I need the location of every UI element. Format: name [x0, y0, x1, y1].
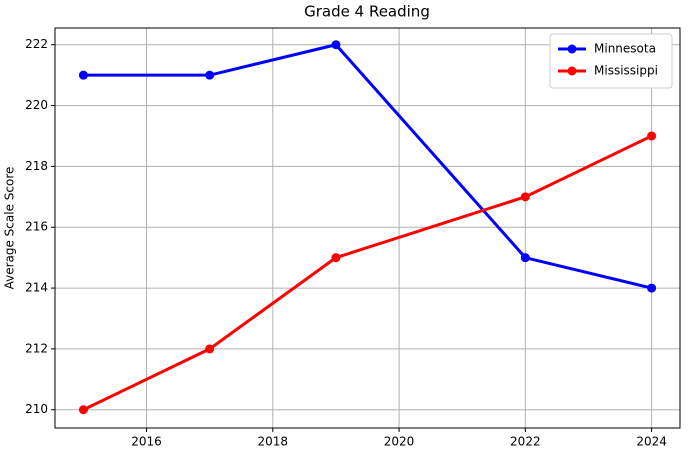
chart-title: Grade 4 Reading — [304, 3, 430, 21]
data-point — [78, 405, 88, 415]
legend-label: Minnesota — [594, 42, 656, 56]
data-point — [520, 253, 530, 263]
x-tick-label: 2024 — [636, 435, 667, 449]
data-point — [331, 40, 341, 50]
plot-frame — [54, 27, 681, 429]
data-point — [520, 192, 530, 202]
legend-marker — [567, 44, 577, 54]
data-point — [78, 70, 88, 80]
legend-marker — [567, 66, 577, 76]
y-tick-label: 214 — [25, 281, 48, 295]
data-point — [647, 283, 657, 293]
x-tick-label: 2020 — [384, 435, 415, 449]
data-point — [205, 70, 215, 80]
y-tick-label: 218 — [25, 159, 48, 173]
x-tick-label: 2022 — [510, 435, 541, 449]
y-tick-label: 212 — [25, 341, 48, 355]
legend-label: Mississippi — [594, 64, 658, 78]
legend: Minnesota Mississippi — [549, 33, 673, 89]
data-point — [331, 253, 341, 263]
y-tick-label: 210 — [25, 402, 48, 416]
series-line — [82, 134, 653, 412]
data-point — [647, 131, 657, 141]
y-tick-label: 222 — [25, 37, 48, 51]
data-point — [205, 344, 215, 354]
y-axis-label: Average Scale Score — [3, 167, 17, 290]
y-tick-label: 220 — [25, 98, 48, 112]
x-tick-label: 2018 — [258, 435, 289, 449]
x-tick-label: 2016 — [131, 435, 162, 449]
y-tick-label: 216 — [25, 220, 48, 234]
